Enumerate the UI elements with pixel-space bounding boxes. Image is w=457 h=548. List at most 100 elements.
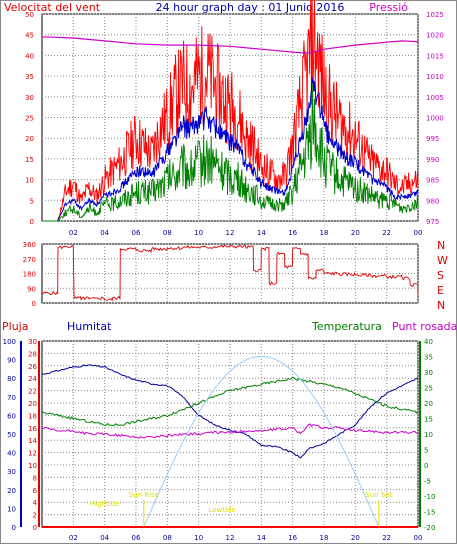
y-tick-label-2: 90 (27, 285, 36, 293)
x-tick-label-1: 16 (288, 229, 297, 237)
y-humidity-tick-label: 100 (3, 338, 16, 346)
wind-direction-series (41, 244, 419, 302)
y-rain-tick-label: 24 (28, 375, 37, 383)
dewpoint-label: Punt rosada (392, 320, 457, 333)
y-temp-tick-label: 5 (424, 447, 428, 455)
y-tick-label-2: 270 (23, 256, 36, 264)
x-tick-label-3: 00 (414, 534, 423, 542)
y-tick-label-2: 180 (23, 271, 36, 279)
compass-letter: W (437, 254, 448, 267)
x-tick-label-3: 10 (194, 534, 203, 542)
y-right-tick-label-1: 1025 (426, 11, 444, 19)
x-tick-label-3: 04 (100, 534, 109, 542)
y-temp-tick-label: -10 (424, 493, 435, 501)
x-tick-label-3: 20 (351, 534, 360, 542)
y-humidity-tick-label: 70 (7, 394, 16, 402)
x-tick-label-1: 10 (194, 229, 203, 237)
y-temp-tick-label: 25 (424, 385, 433, 393)
y-tick-label-2: 0 (32, 300, 36, 308)
y-temp-tick-label: -20 (424, 524, 435, 532)
compass-letter: E (437, 284, 444, 297)
y-right-tick-label-1: 1020 (426, 32, 444, 40)
pressure-label: Pressió (369, 1, 408, 14)
y-temp-tick-label: 35 (424, 354, 433, 362)
y-temp-tick-label: 40 (424, 338, 433, 346)
x-tick-label-1: 04 (100, 229, 109, 237)
x-tick-label-1: 02 (69, 229, 78, 237)
y-right-tick-label-1: 990 (426, 156, 439, 164)
y-right-tick-label-1: 1000 (426, 115, 444, 123)
sun-set-annotation: Sun Set (365, 491, 392, 499)
y-rain-tick-label: 28 (28, 350, 37, 358)
y-left-tick-label-1: 25 (25, 115, 34, 123)
x-tick-label-1: 22 (382, 229, 391, 237)
y-right-tick-label-1: 1010 (426, 73, 444, 81)
x-tick-label-3: 12 (226, 534, 235, 542)
x-tick-label-3: 08 (163, 534, 172, 542)
pressure-series (41, 36, 419, 54)
x-tick-label-1: 06 (132, 229, 141, 237)
y-rain-tick-label: 8 (33, 474, 37, 482)
rain-label: Pluja (2, 320, 28, 333)
y-humidity-tick-label: 0 (12, 524, 16, 532)
y-rain-tick-label: 18 (28, 412, 37, 420)
y-right-tick-label-1: 975 (426, 218, 439, 226)
dewpoint-series (41, 423, 419, 439)
y-humidity-tick-label: 40 (7, 450, 16, 458)
y-temp-tick-label: -15 (424, 509, 435, 517)
y-left-tick-label-1: 50 (25, 11, 34, 19)
x-tick-label-1: 00 (414, 229, 423, 237)
y-left-tick-label-1: 0 (30, 218, 34, 226)
wind-average-series (42, 77, 419, 222)
humidity-series (41, 364, 419, 459)
compass-letter: S (437, 269, 444, 282)
x-tick-label-3: 06 (132, 534, 141, 542)
y-right-tick-label-1: 1005 (426, 94, 444, 102)
y-humidity-tick-label: 60 (7, 412, 16, 420)
wind-speed-label: Velocitat del vent (4, 1, 101, 14)
x-tick-label-3: 14 (257, 534, 266, 542)
y-tick-label-2: 360 (23, 241, 36, 249)
lowtide-annotation: Lowtide (209, 506, 236, 514)
y-temp-tick-label: 15 (424, 416, 433, 424)
wind-low-series (42, 83, 419, 222)
temperature-label: Temperatura (311, 320, 382, 333)
y-left-tick-label-1: 35 (25, 73, 34, 81)
y-rain-tick-label: 4 (33, 499, 38, 507)
humidity-temp-panel: 02 04 06 08 10 12 14 16 18 20 22 000246810121416182… (3, 338, 436, 542)
y-rain-tick-label: 2 (33, 512, 37, 520)
y-left-tick-label-1: 40 (25, 52, 34, 60)
x-tick-label-3: 22 (382, 534, 391, 542)
y-left-tick-label-1: 5 (30, 197, 34, 205)
y-temp-tick-label: 10 (424, 431, 433, 439)
x-tick-label-1: 20 (351, 229, 360, 237)
y-humidity-tick-label: 30 (7, 468, 16, 476)
x-tick-label-3: 16 (288, 534, 297, 542)
x-tick-label-1: 14 (257, 229, 266, 237)
y-right-tick-label-1: 1015 (426, 52, 444, 60)
y-rain-tick-label: 20 (28, 400, 37, 408)
humidity-label: Humitat (67, 320, 112, 333)
compass-letter: N (437, 299, 445, 312)
y-humidity-tick-label: 80 (7, 375, 16, 383)
y-rain-tick-label: 26 (28, 363, 37, 371)
y-rain-tick-label: 10 (28, 462, 37, 470)
y-humidity-tick-label: 20 (7, 487, 16, 495)
compass-letter: N (437, 239, 445, 252)
plot-area-2 (41, 243, 419, 304)
y-right-tick-label-1: 985 (426, 177, 439, 185)
x-tick-label-3: 02 (69, 534, 78, 542)
wind-direction-panel: 0 90 180 270 360 (23, 241, 419, 308)
y-left-tick-label-1: 15 (25, 156, 34, 164)
y-rain-tick-label: 16 (28, 425, 37, 433)
y-humidity-tick-label: 90 (7, 357, 16, 365)
y-humidity-tick-label: 50 (7, 431, 16, 439)
x-tick-label-1: 08 (163, 229, 172, 237)
y-right-tick-label-1: 980 (426, 197, 439, 205)
y-humidity-tick-label: 10 (7, 505, 16, 513)
y-left-tick-label-1: 20 (25, 135, 34, 143)
sun-series (143, 356, 380, 528)
